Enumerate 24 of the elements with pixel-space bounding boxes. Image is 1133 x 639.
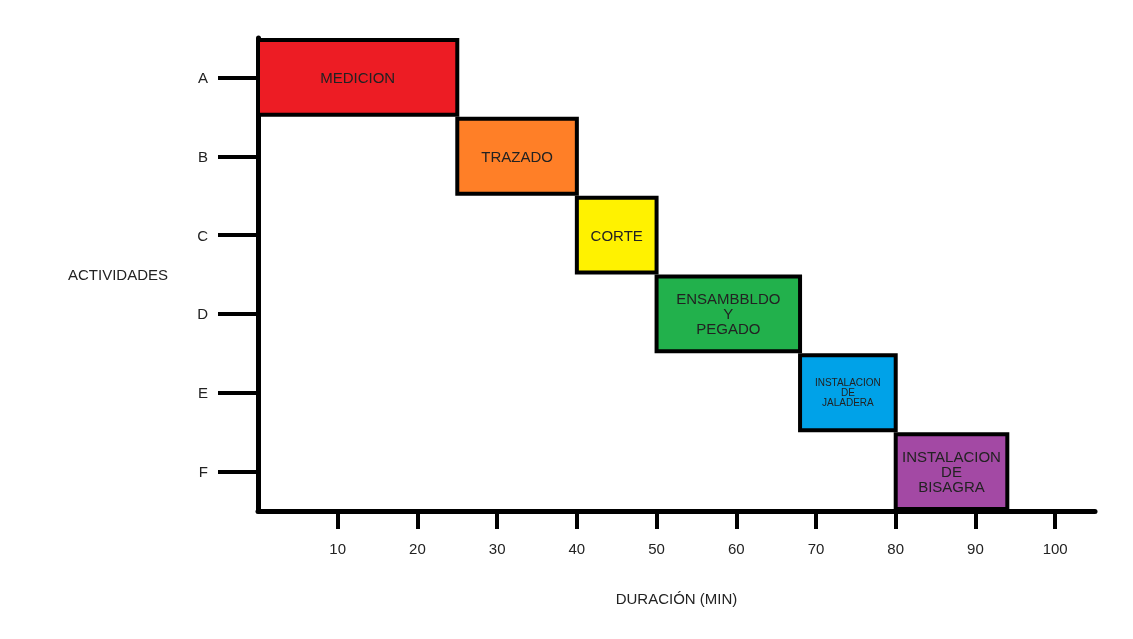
x-tick-label: 30 [488, 540, 506, 557]
x-tick-label: 60 [727, 540, 745, 557]
x-tick-label: 70 [807, 540, 825, 557]
x-tick-label: 40 [568, 540, 586, 557]
data-label: INSTALACION DE BISAGRA [902, 448, 1001, 496]
y-tick-label: B [197, 147, 208, 165]
y-tick-label: E [197, 384, 208, 402]
data-label: INSTALACION DE JALADERA [814, 377, 881, 409]
data-label: TRAZADO [481, 147, 553, 165]
data-label: CORTE [590, 226, 643, 244]
x-tick-label: 10 [329, 540, 347, 557]
x-tick-label: 50 [648, 540, 665, 557]
data-label: ENSAMBBLDO Y PEGADO [676, 290, 781, 338]
x-tick-label: 20 [409, 540, 426, 557]
y-tick-label: F [198, 463, 208, 481]
y-tick-label: A [197, 68, 208, 86]
x-tick-label: 80 [887, 540, 905, 557]
data-label: MEDICION [320, 68, 396, 86]
x-tick-label: 100 [1042, 540, 1068, 557]
y-tick-label: D [197, 305, 209, 323]
y-tick-label: C [197, 226, 209, 244]
y-axis-title: ACTIVIDADES [67, 266, 168, 283]
x-tick-label: 90 [967, 540, 984, 557]
x-axis-title: DURACIÓN (MIN) [615, 590, 738, 607]
